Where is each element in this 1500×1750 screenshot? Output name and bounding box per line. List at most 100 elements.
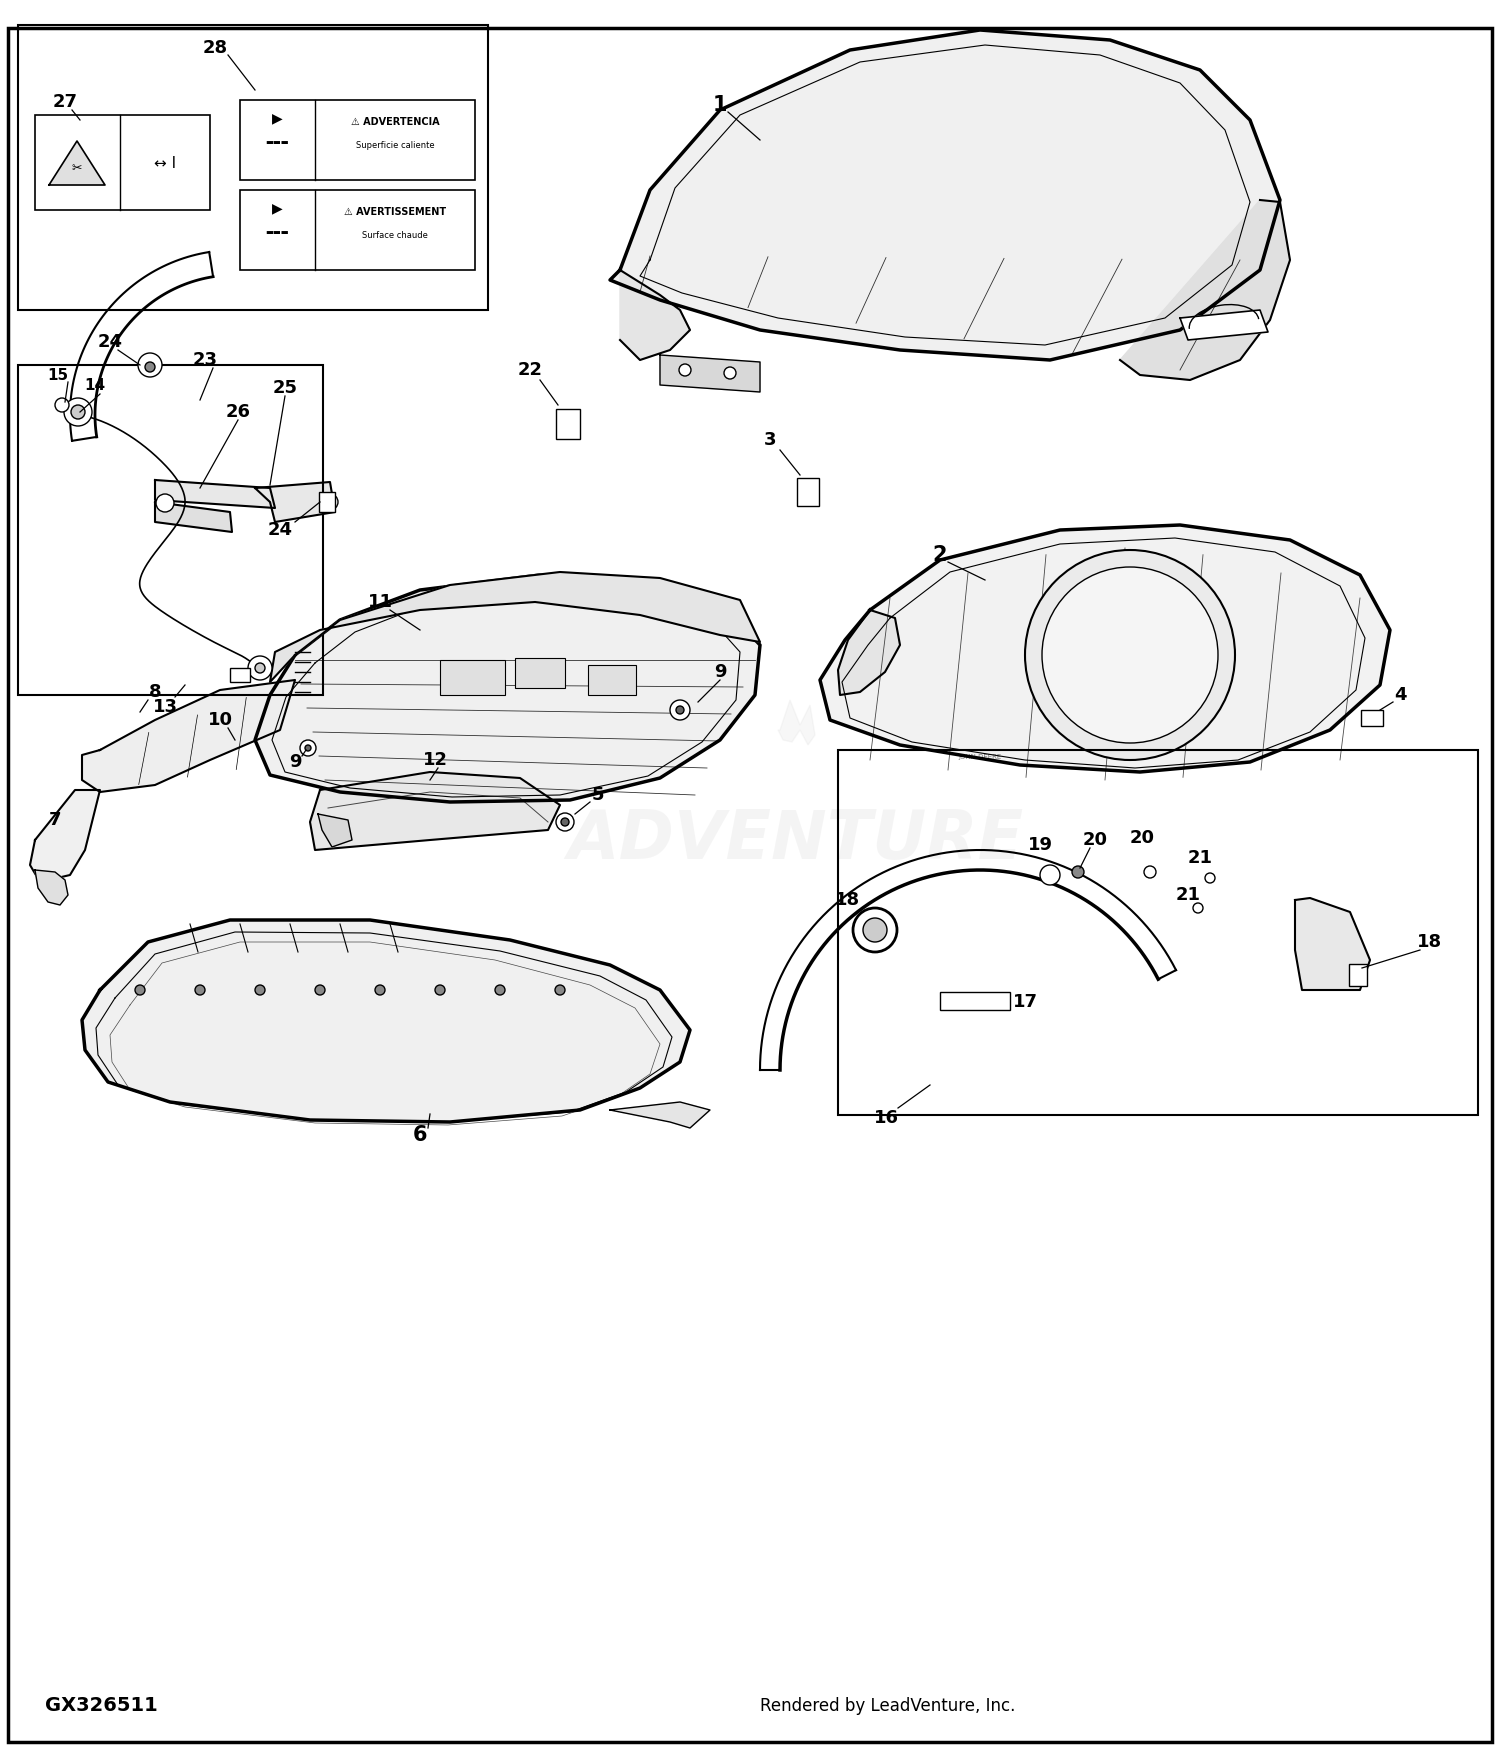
Polygon shape [610, 30, 1280, 360]
Circle shape [146, 362, 154, 373]
Text: 6: 6 [413, 1125, 428, 1144]
Circle shape [724, 368, 736, 380]
Text: 11: 11 [368, 593, 393, 611]
Text: 26: 26 [225, 402, 251, 422]
Circle shape [1192, 903, 1203, 914]
Polygon shape [82, 920, 690, 1122]
Polygon shape [154, 480, 274, 508]
Text: Surface chaude: Surface chaude [362, 231, 428, 240]
Text: 10: 10 [207, 710, 232, 730]
Text: 20: 20 [1130, 830, 1155, 847]
Bar [230, 668, 251, 682]
Circle shape [315, 985, 326, 996]
Bar [588, 665, 636, 695]
Bar [796, 478, 819, 506]
Polygon shape [310, 772, 560, 850]
Polygon shape [660, 355, 760, 392]
Text: 9: 9 [290, 752, 302, 772]
Text: 18: 18 [1418, 933, 1443, 950]
Circle shape [1144, 866, 1156, 878]
Text: ▬▬▬: ▬▬▬ [266, 138, 290, 147]
Circle shape [435, 985, 445, 996]
Text: 20: 20 [1083, 831, 1107, 849]
Bar [556, 410, 580, 439]
Circle shape [375, 985, 386, 996]
Text: ↔ I: ↔ I [154, 156, 176, 170]
Text: 8: 8 [148, 682, 162, 702]
Polygon shape [255, 481, 334, 522]
Bar [34, 116, 210, 210]
Bar [839, 751, 1478, 1115]
Text: JOHN DEERE: JOHN DEERE [958, 754, 1002, 760]
Circle shape [853, 908, 897, 952]
Circle shape [248, 656, 272, 681]
Text: Rendered by LeadVenture, Inc.: Rendered by LeadVenture, Inc. [760, 1698, 1016, 1715]
Text: ✂: ✂ [72, 161, 82, 175]
Text: 28: 28 [202, 38, 228, 58]
Circle shape [1072, 866, 1084, 878]
Polygon shape [620, 270, 690, 360]
Circle shape [555, 985, 566, 996]
Bar [514, 658, 566, 688]
Circle shape [304, 746, 310, 751]
Circle shape [135, 985, 146, 996]
Circle shape [862, 919, 886, 942]
Circle shape [680, 364, 692, 376]
Text: GX326511: GX326511 [45, 1696, 158, 1715]
Circle shape [70, 404, 86, 418]
Bar [1348, 964, 1366, 985]
Circle shape [255, 663, 266, 674]
Bar [240, 100, 476, 180]
Polygon shape [1294, 898, 1370, 990]
Polygon shape [255, 576, 760, 802]
Text: 21: 21 [1188, 849, 1212, 866]
Text: ⚠ AVERTISSEMENT: ⚠ AVERTISSEMENT [344, 206, 446, 217]
Bar [18, 24, 488, 310]
Polygon shape [270, 572, 760, 682]
Bar [320, 492, 334, 513]
Text: 5: 5 [591, 786, 604, 803]
Bar [1360, 710, 1383, 726]
Text: 16: 16 [873, 1110, 898, 1127]
Text: 24: 24 [267, 522, 292, 539]
Text: 18: 18 [836, 891, 861, 908]
Circle shape [495, 985, 506, 996]
Text: ▶: ▶ [272, 110, 282, 124]
Text: ▬▬▬: ▬▬▬ [266, 228, 290, 236]
Polygon shape [50, 142, 105, 186]
Text: Superficie caliente: Superficie caliente [356, 140, 435, 149]
Bar [440, 660, 506, 695]
Circle shape [561, 817, 568, 826]
Circle shape [1042, 567, 1218, 744]
Circle shape [322, 493, 338, 509]
Bar [240, 191, 476, 270]
Bar [18, 366, 322, 695]
Polygon shape [318, 814, 352, 847]
Bar [940, 992, 1010, 1010]
Text: 25: 25 [273, 380, 297, 397]
Circle shape [56, 397, 69, 411]
Circle shape [64, 397, 92, 425]
Text: 21: 21 [1176, 886, 1200, 905]
Text: 2: 2 [933, 544, 946, 565]
Polygon shape [34, 870, 68, 905]
Circle shape [556, 814, 574, 831]
Text: ADVENTURE: ADVENTURE [567, 807, 1023, 873]
Circle shape [138, 354, 162, 376]
Text: 17: 17 [1013, 992, 1038, 1011]
Text: 22: 22 [518, 360, 543, 380]
Polygon shape [821, 525, 1390, 772]
Polygon shape [778, 700, 814, 746]
Circle shape [1204, 873, 1215, 884]
Text: 13: 13 [153, 698, 177, 716]
Circle shape [1040, 864, 1060, 886]
Text: 19: 19 [1028, 836, 1053, 854]
Circle shape [255, 985, 266, 996]
Polygon shape [1180, 310, 1268, 340]
Circle shape [670, 700, 690, 719]
Text: 3: 3 [764, 430, 777, 450]
Text: 9: 9 [714, 663, 726, 681]
Polygon shape [30, 789, 100, 882]
Text: 23: 23 [192, 352, 217, 369]
Circle shape [156, 493, 174, 513]
